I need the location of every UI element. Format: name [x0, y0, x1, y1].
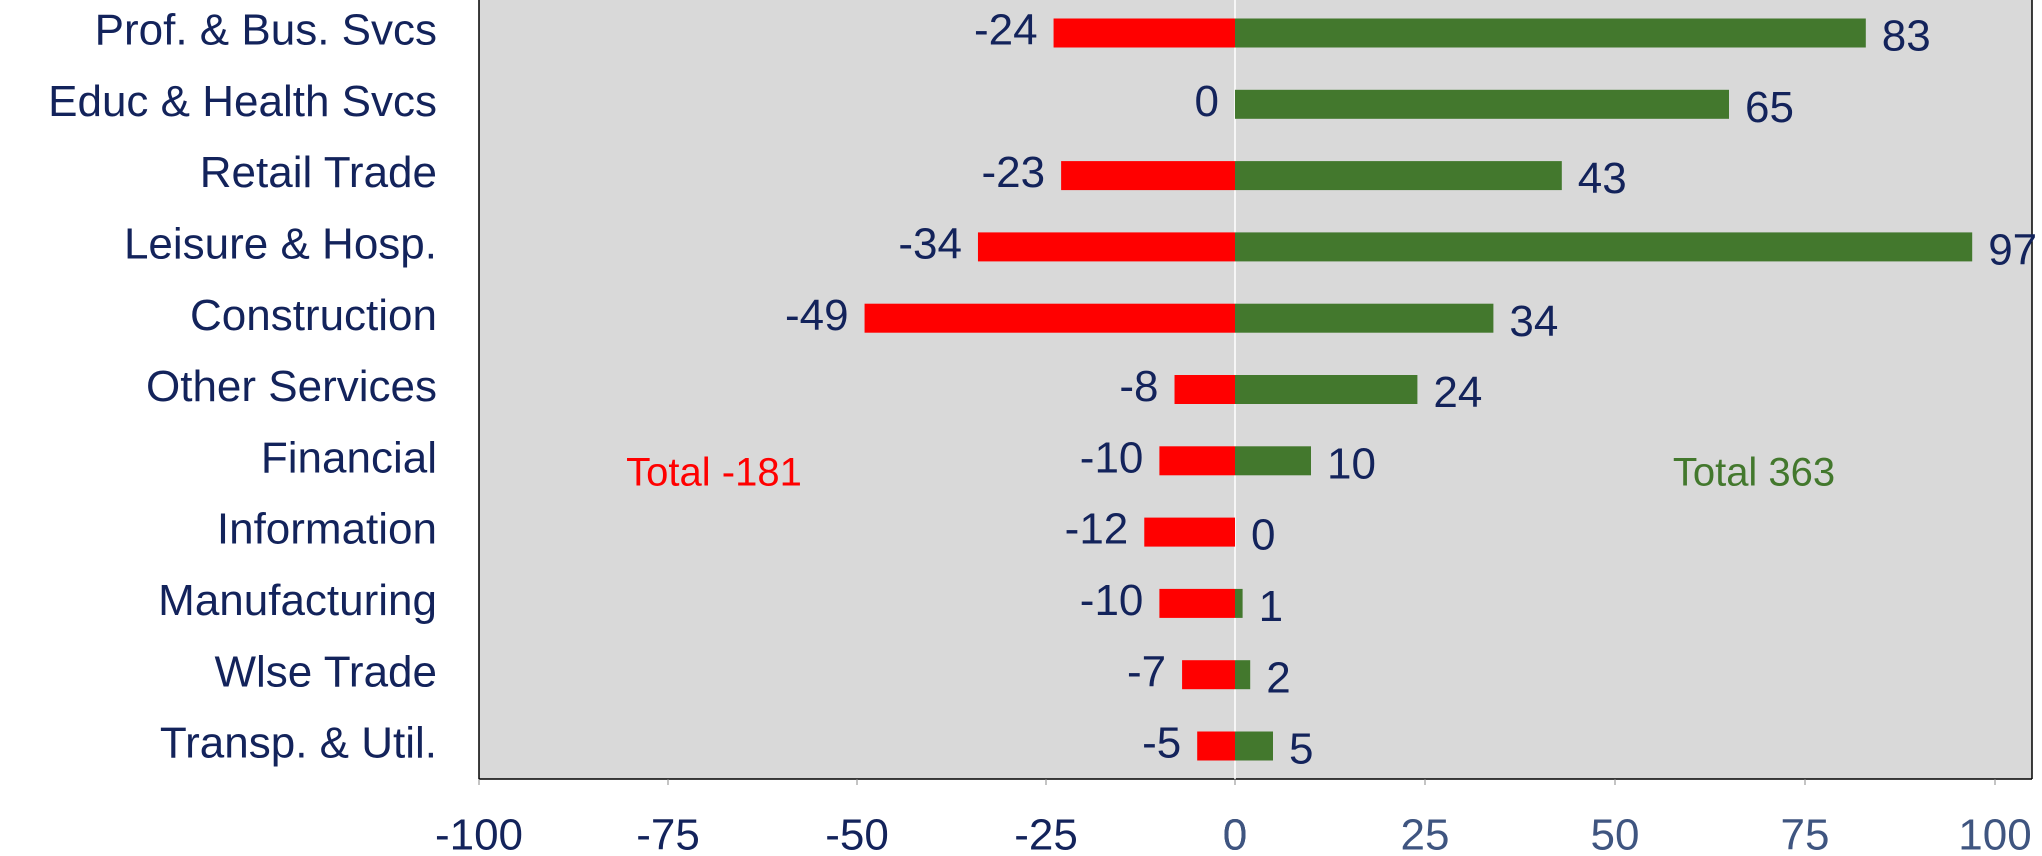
category-label: Financial	[261, 433, 437, 482]
category-label: Educ & Health Svcs	[48, 77, 437, 126]
bar	[1235, 731, 1273, 761]
value-label: 24	[1433, 368, 1482, 417]
category-label: Construction	[190, 291, 437, 340]
value-label: -23	[982, 148, 1046, 197]
value-label: 34	[1509, 297, 1558, 346]
value-label: 2	[1266, 653, 1290, 702]
value-label: -10	[1080, 576, 1144, 625]
x2-tick-label: 0	[1223, 811, 1247, 856]
x-tick-label: -75	[636, 811, 700, 856]
bar	[1235, 375, 1418, 404]
bar	[977, 232, 1235, 262]
value-label: 0	[1195, 77, 1219, 126]
value-label: 10	[1327, 439, 1376, 488]
value-label: -34	[898, 220, 962, 269]
bar	[1159, 588, 1235, 618]
bar	[1235, 303, 1494, 333]
bar	[1197, 731, 1235, 761]
bar	[1235, 588, 1243, 618]
value-label: 83	[1882, 12, 1931, 61]
value-label: -8	[1119, 362, 1158, 411]
bar	[1235, 446, 1311, 476]
value-label: -7	[1127, 647, 1166, 696]
bar	[1235, 660, 1251, 690]
x2-tick-label: 25	[1401, 811, 1450, 856]
bar	[1235, 161, 1562, 191]
category-label: Wlse Trade	[214, 647, 437, 696]
bar	[1159, 446, 1235, 476]
category-label: Retail Trade	[200, 148, 437, 197]
category-label: Other Services	[146, 362, 437, 411]
x-tick-label: -100	[435, 811, 523, 856]
value-label: 65	[1745, 83, 1794, 132]
value-label: 97	[1988, 226, 2037, 275]
value-label: 0	[1251, 511, 1275, 560]
x2-tick-label: 75	[1781, 811, 1830, 856]
value-label: -12	[1065, 505, 1129, 554]
bar	[1061, 161, 1235, 191]
category-label: Information	[217, 505, 437, 554]
category-label: Transp. & Util.	[160, 719, 437, 768]
value-label: -24	[974, 6, 1038, 55]
x2-tick-label: 50	[1591, 811, 1640, 856]
bar	[864, 303, 1235, 333]
x2-tick-label: 100	[1958, 811, 2031, 856]
x-tick-label: 0	[1223, 811, 1247, 856]
value-label: 43	[1578, 154, 1627, 203]
annotation: Total -181	[626, 451, 802, 495]
bar	[1182, 660, 1235, 690]
bar	[1235, 18, 1866, 48]
bar	[1235, 89, 1729, 119]
value-label: 5	[1289, 725, 1313, 774]
category-label: Manufacturing	[158, 576, 437, 625]
x-tick-label: -50	[825, 811, 889, 856]
bar	[1053, 18, 1235, 48]
x-tick-label: -25	[1014, 811, 1078, 856]
bar	[1235, 232, 1973, 262]
category-label: Leisure & Hosp.	[124, 220, 437, 269]
bar	[1174, 375, 1235, 404]
annotation: Total 363	[1673, 451, 1835, 495]
value-label: 1	[1259, 582, 1283, 631]
value-label: -5	[1142, 719, 1181, 768]
value-label: -49	[785, 291, 849, 340]
bar	[1144, 517, 1235, 547]
category-label: Prof. & Bus. Svcs	[95, 6, 437, 55]
value-label: -10	[1080, 433, 1144, 482]
